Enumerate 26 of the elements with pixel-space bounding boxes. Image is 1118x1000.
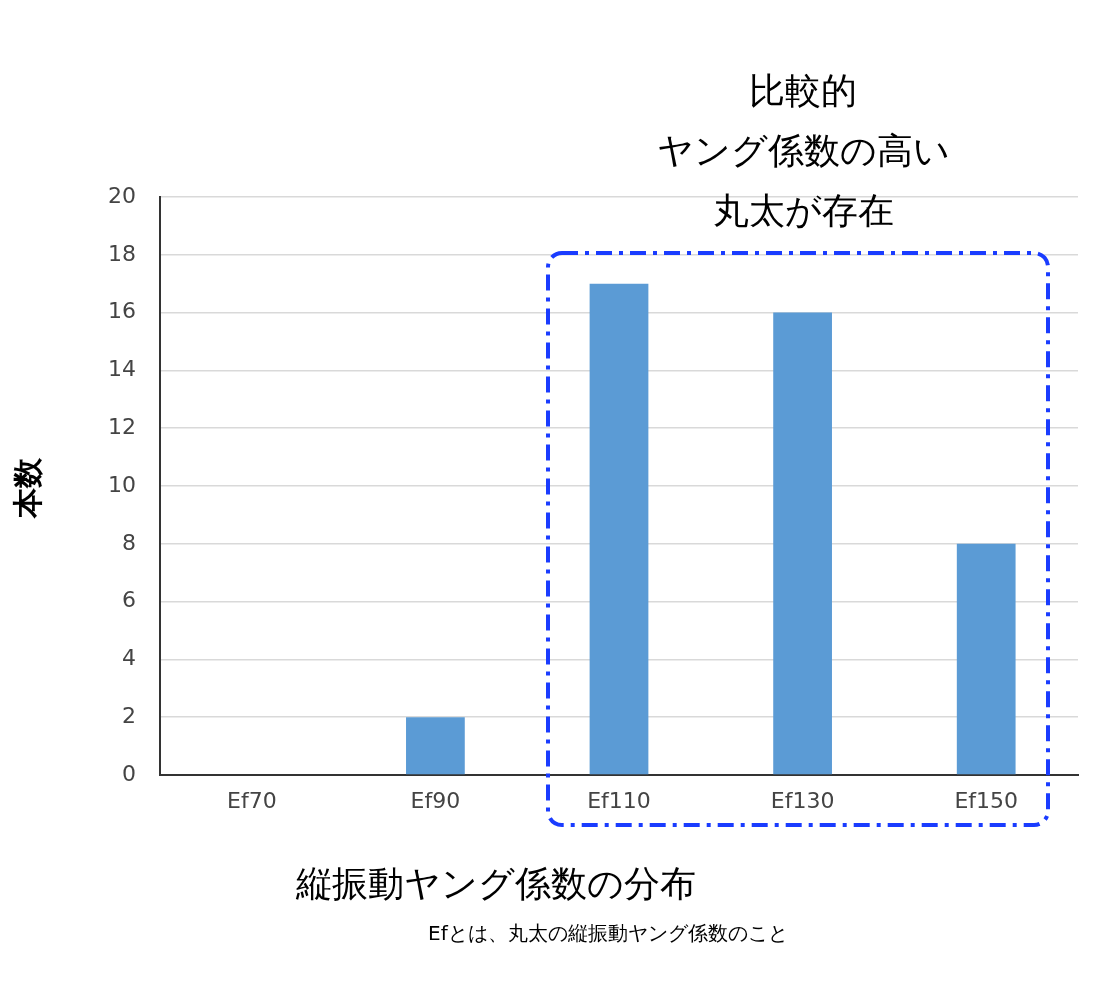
y-tick-label: 16 <box>108 298 136 324</box>
y-tick-label: 6 <box>122 587 136 613</box>
x-tick-label: Ef150 <box>954 787 1019 813</box>
x-tick-label: Ef130 <box>770 787 835 813</box>
text: Efとは、丸太の縦振動ヤング係数のこと <box>428 920 788 947</box>
x-tick-label: Ef110 <box>587 787 651 813</box>
text: 比較的 <box>749 69 857 113</box>
x-tick-label: Ef70 <box>226 787 277 813</box>
bar <box>589 283 649 775</box>
x-axis-title: 縦振動ヤング係数の分布 <box>296 862 696 906</box>
y-tick-label: 8 <box>122 529 136 555</box>
y-tick-label: 18 <box>108 240 136 266</box>
bar <box>956 543 1016 775</box>
y-tick-label: 10 <box>108 471 136 497</box>
y-tick-label: 12 <box>108 413 136 439</box>
y-tick-label: 0 <box>122 760 136 786</box>
y-tick-label: 2 <box>122 702 136 728</box>
y-axis-title: 本数 <box>8 458 46 518</box>
bar <box>406 717 465 775</box>
x-tick-label: Ef90 <box>410 787 461 813</box>
bar <box>773 312 832 775</box>
text: ヤング係数の高い <box>656 129 950 173</box>
annotation: 丸太が存在 <box>712 189 894 233</box>
y-tick-label: 14 <box>108 356 136 382</box>
y-tick-label: 20 <box>108 182 136 208</box>
y-tick-label: 4 <box>122 645 136 671</box>
